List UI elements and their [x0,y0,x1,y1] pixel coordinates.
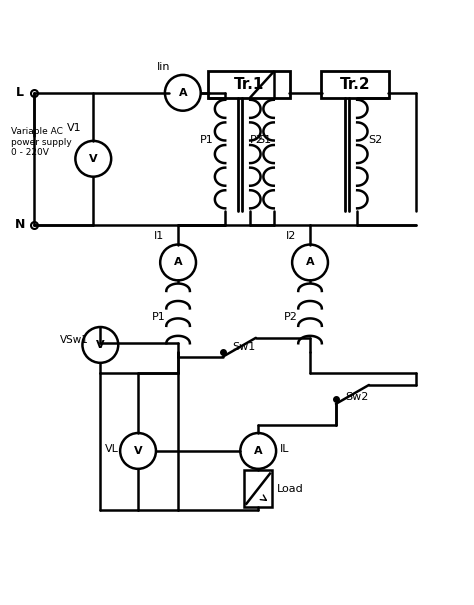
Text: V1: V1 [67,123,82,133]
Text: Tr.1: Tr.1 [234,77,264,92]
Text: Load: Load [277,483,304,494]
Text: I2: I2 [286,231,296,241]
Text: Variable AC
power supply
0 - 220V: Variable AC power supply 0 - 220V [11,128,72,157]
Text: I1: I1 [154,231,164,241]
Text: V: V [89,154,98,164]
Text: Tr.2: Tr.2 [339,77,370,92]
Bar [244,470,273,508]
Text: VSw1: VSw1 [60,335,89,345]
Text: A: A [254,446,263,456]
FancyBboxPatch shape [321,71,389,99]
Text: Iin: Iin [157,62,171,71]
Text: L: L [16,87,24,99]
Text: Sw2: Sw2 [346,392,369,402]
Text: A: A [306,258,314,267]
Text: N: N [15,218,26,231]
Text: IL: IL [279,443,289,454]
Text: S2: S2 [368,135,382,145]
Text: P2: P2 [250,135,264,145]
Text: P2: P2 [284,312,298,322]
Text: P1: P1 [152,312,166,322]
Text: V: V [96,340,105,350]
Text: V: V [134,446,142,456]
Text: A: A [179,88,187,98]
Text: VL: VL [105,443,119,454]
FancyBboxPatch shape [208,71,290,99]
Text: Sw1: Sw1 [232,342,255,352]
Text: A: A [174,258,182,267]
Text: P1: P1 [200,135,213,145]
Text: S1: S1 [257,135,272,145]
